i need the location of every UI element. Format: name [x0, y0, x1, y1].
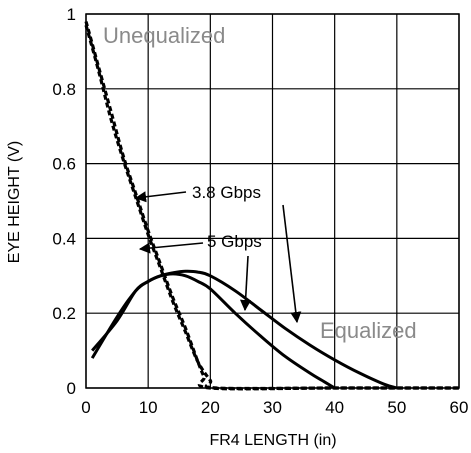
x-tick-label-1: 10	[139, 398, 158, 417]
y-tick-label-2: 0.4	[52, 229, 76, 248]
arrow-3-8-gbps-unequalized	[134, 191, 187, 203]
curves	[84, 21, 459, 391]
curve-unequalized-5-gbps	[84, 24, 459, 391]
x-tick-label-3: 30	[263, 398, 282, 417]
annotation-arrows	[134, 191, 302, 324]
arrow-5-gbps-unequalized	[138, 242, 204, 254]
y-tick-label-3: 0.6	[52, 155, 76, 174]
annotation-unequalized: Unequalized	[103, 23, 225, 48]
annotation-rate-3-8-gbps: 3.8 Gbps	[192, 183, 261, 202]
grid	[85, 13, 460, 389]
y-tick-label-5: 1	[67, 5, 76, 24]
arrow-3-8-gbps-equalized	[282, 204, 302, 324]
tick-labels: 0 10 20 30 40 50 60 0 0.2 0.4 0.6 0.8 1	[52, 5, 468, 417]
annotation-equalized: Equalized	[320, 318, 417, 343]
x-tick-label-5: 50	[387, 398, 406, 417]
curve-unequalized-3-8-gbps	[84, 21, 459, 391]
annotation-rate-5-gbps: 5 Gbps	[207, 232, 262, 251]
curve-equalized-5-gbps	[90, 272, 336, 390]
y-tick-label-4: 0.8	[52, 80, 76, 99]
x-tick-label-0: 0	[81, 398, 90, 417]
x-tick-label-4: 40	[325, 398, 344, 417]
y-tick-label-0: 0	[67, 379, 76, 398]
x-tick-label-2: 20	[201, 398, 220, 417]
x-tick-label-6: 60	[450, 398, 469, 417]
x-axis-label: FR4 LENGTH (in)	[209, 432, 336, 449]
y-tick-label-1: 0.2	[52, 304, 76, 323]
y-axis-label: EYE HEIGHT (V)	[6, 141, 23, 263]
arrow-5-gbps-equalized	[239, 255, 252, 312]
